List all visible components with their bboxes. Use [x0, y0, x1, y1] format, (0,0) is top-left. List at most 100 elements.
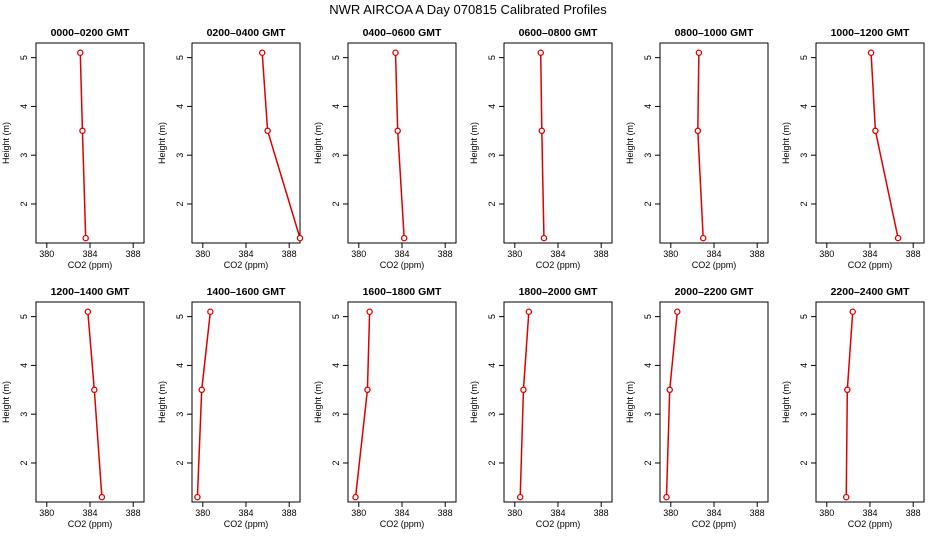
- x-tick-label: 384: [862, 249, 877, 259]
- data-point: [525, 308, 533, 316]
- data-point: [516, 493, 524, 501]
- y-tick-label: 5: [175, 314, 185, 319]
- x-tick-label: 380: [195, 508, 210, 518]
- x-tick-label: 384: [862, 508, 877, 518]
- x-tick-label: 380: [351, 249, 366, 259]
- x-tick-label: 384: [82, 508, 97, 518]
- data-point: [538, 127, 546, 135]
- x-tick-label: 388: [750, 249, 765, 259]
- x-tick-label: 388: [282, 249, 297, 259]
- y-tick-label: 2: [487, 201, 497, 206]
- panel-title: 1200–1400 GMT: [51, 286, 130, 298]
- data-point: [694, 127, 702, 135]
- y-tick-label: 4: [799, 363, 809, 368]
- data-point: [842, 493, 850, 501]
- x-tick-label: 380: [39, 249, 54, 259]
- x-tick-label: 380: [195, 249, 210, 259]
- y-tick-label: 2: [799, 201, 809, 206]
- profile-line: [394, 52, 405, 239]
- data-point: [666, 386, 673, 394]
- x-tick-label: 384: [238, 249, 253, 259]
- y-tick-label: 4: [643, 104, 653, 109]
- plot-frame: [503, 42, 613, 244]
- y-tick-label: 3: [643, 153, 653, 158]
- data-point: [364, 386, 371, 394]
- data-point: [872, 127, 879, 135]
- data-point: [98, 493, 106, 501]
- y-tick-label: 4: [19, 104, 29, 109]
- x-tick-label: 388: [594, 508, 609, 518]
- y-tick-label: 3: [331, 153, 341, 158]
- data-point: [296, 234, 304, 242]
- x-tick-label: 388: [438, 508, 453, 518]
- profile-line: [665, 311, 679, 498]
- y-tick-label: 5: [643, 314, 653, 319]
- y-tick-label: 2: [331, 460, 341, 465]
- data-point: [699, 234, 707, 242]
- y-tick-label: 4: [799, 104, 809, 109]
- x-tick-label: 384: [238, 508, 253, 518]
- x-tick-label: 384: [394, 508, 409, 518]
- x-tick-label: 388: [906, 508, 921, 518]
- x-axis-label: CO2 (ppm): [848, 260, 893, 270]
- profile-line: [354, 311, 371, 498]
- x-axis-label: CO2 (ppm): [380, 260, 425, 270]
- profile-line: [870, 52, 899, 239]
- x-tick-label: 384: [550, 249, 565, 259]
- y-tick-label: 2: [643, 460, 653, 465]
- profile-line: [79, 52, 87, 239]
- plot-frame: [191, 42, 301, 244]
- data-point: [663, 493, 670, 501]
- plot-frame: [503, 301, 613, 503]
- y-tick-label: 2: [19, 460, 29, 465]
- y-tick-label: 5: [19, 314, 29, 319]
- x-tick-label: 380: [507, 249, 522, 259]
- y-tick-label: 4: [175, 104, 185, 109]
- data-point: [844, 386, 851, 394]
- x-tick-label: 380: [351, 508, 366, 518]
- page-title: NWR AIRCOA A Day 070815 Calibrated Profi…: [329, 2, 607, 17]
- x-tick-label: 384: [706, 249, 721, 259]
- x-axis-label: CO2 (ppm): [68, 519, 113, 529]
- y-axis-label: Height (m): [313, 381, 323, 423]
- x-axis-label: CO2 (ppm): [536, 260, 581, 270]
- y-tick-label: 3: [331, 412, 341, 417]
- x-tick-label: 384: [706, 508, 721, 518]
- y-tick-label: 3: [175, 153, 185, 158]
- y-tick-label: 3: [487, 412, 497, 417]
- x-tick-label: 388: [438, 249, 453, 259]
- x-axis-label: CO2 (ppm): [224, 519, 269, 529]
- panel-title: 0400–0600 GMT: [363, 27, 442, 39]
- y-axis-label: Height (m): [1, 381, 11, 423]
- y-tick-label: 3: [19, 153, 29, 158]
- data-point: [540, 234, 548, 242]
- y-tick-label: 5: [331, 314, 341, 319]
- plot-frame: [35, 42, 145, 244]
- y-tick-label: 4: [487, 104, 497, 109]
- y-axis-label: Height (m): [313, 122, 323, 164]
- profile-line: [261, 52, 301, 239]
- y-tick-label: 5: [331, 55, 341, 60]
- data-point: [392, 49, 399, 57]
- data-point: [894, 234, 902, 242]
- y-axis-label: Height (m): [469, 122, 479, 164]
- data-point: [79, 127, 86, 135]
- x-axis-label: CO2 (ppm): [692, 519, 737, 529]
- y-tick-label: 4: [487, 363, 497, 368]
- y-tick-label: 2: [643, 201, 653, 206]
- y-tick-label: 5: [175, 55, 185, 60]
- data-point: [207, 308, 214, 316]
- data-point: [695, 49, 703, 57]
- x-axis-label: CO2 (ppm): [848, 519, 893, 529]
- y-axis-label: Height (m): [1, 122, 11, 164]
- y-tick-label: 4: [643, 363, 653, 368]
- y-axis-label: Height (m): [781, 381, 791, 423]
- x-tick-label: 380: [39, 508, 54, 518]
- data-point: [674, 308, 681, 316]
- y-tick-label: 3: [799, 412, 809, 417]
- y-tick-label: 2: [799, 460, 809, 465]
- profile-line: [87, 311, 103, 498]
- data-point: [264, 127, 271, 135]
- y-tick-label: 3: [19, 412, 29, 417]
